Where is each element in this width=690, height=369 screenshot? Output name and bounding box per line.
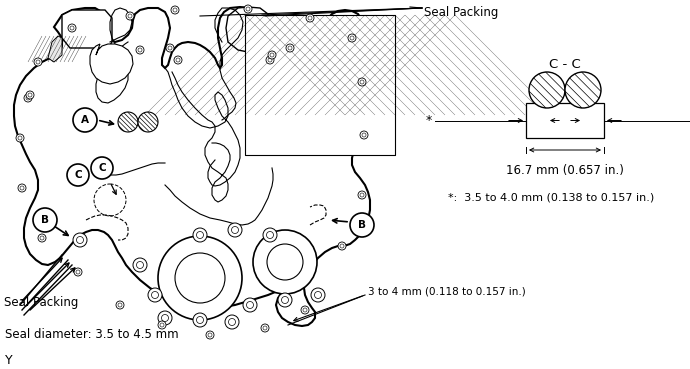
Circle shape [266,56,274,64]
Circle shape [263,228,277,242]
Circle shape [358,191,366,199]
Circle shape [244,5,252,13]
Circle shape [261,324,269,332]
Circle shape [74,268,82,276]
Circle shape [91,157,113,179]
Circle shape [311,288,325,302]
Circle shape [18,184,26,192]
Circle shape [193,313,207,327]
Circle shape [148,288,162,302]
Text: 16.7 mm (0.657 in.): 16.7 mm (0.657 in.) [506,164,624,177]
Polygon shape [62,10,112,48]
Circle shape [243,298,257,312]
Circle shape [253,230,317,294]
Text: A: A [81,115,89,125]
Circle shape [206,331,214,339]
Circle shape [358,78,366,86]
Circle shape [278,293,292,307]
Circle shape [306,14,314,22]
Circle shape [158,321,166,329]
Text: *: * [426,114,432,127]
Circle shape [166,44,174,52]
Circle shape [136,46,144,54]
Circle shape [158,236,242,320]
Circle shape [126,12,134,20]
Circle shape [118,112,138,132]
Circle shape [348,34,356,42]
Circle shape [171,6,179,14]
Circle shape [73,233,87,247]
Circle shape [26,91,34,99]
Text: Seal Packing: Seal Packing [4,296,79,309]
Circle shape [73,108,97,132]
Circle shape [33,208,57,232]
Circle shape [338,242,346,250]
Text: Seal Packing: Seal Packing [424,6,498,19]
Circle shape [16,134,24,142]
Polygon shape [90,44,133,84]
Text: 3 to 4 mm (0.118 to 0.157 in.): 3 to 4 mm (0.118 to 0.157 in.) [368,287,526,297]
Circle shape [360,131,368,139]
Polygon shape [245,15,395,155]
Text: Y: Y [5,354,12,366]
Circle shape [225,315,239,329]
Circle shape [68,24,76,32]
Text: C: C [98,163,106,173]
Circle shape [228,223,242,237]
Circle shape [301,306,309,314]
Circle shape [174,56,182,64]
Bar [245,15,395,155]
Circle shape [565,72,601,108]
Circle shape [133,258,147,272]
Text: C - C: C - C [549,59,581,72]
Circle shape [286,44,294,52]
Text: C: C [75,170,82,180]
Circle shape [193,228,207,242]
Circle shape [116,301,124,309]
Text: *:  3.5 to 4.0 mm (0.138 to 0.157 in.): *: 3.5 to 4.0 mm (0.138 to 0.157 in.) [448,193,654,203]
Text: Seal diameter: 3.5 to 4.5 mm: Seal diameter: 3.5 to 4.5 mm [5,328,179,341]
Polygon shape [14,7,370,326]
Bar [526,103,604,138]
Circle shape [67,164,89,186]
Circle shape [529,72,565,108]
Circle shape [24,94,32,102]
Text: B: B [358,220,366,230]
Circle shape [38,234,46,242]
Circle shape [350,213,374,237]
Polygon shape [226,7,270,52]
Circle shape [34,58,42,66]
Circle shape [158,311,172,325]
Text: B: B [41,215,49,225]
Circle shape [268,51,276,59]
Polygon shape [48,36,62,62]
Circle shape [138,112,158,132]
